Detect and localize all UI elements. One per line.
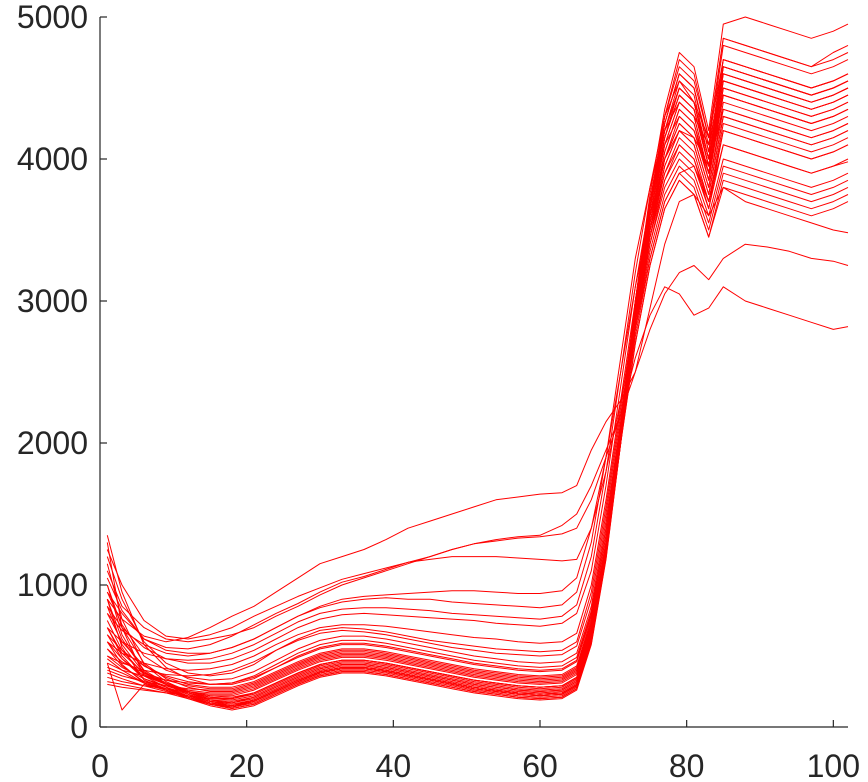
series-line-33 (107, 59, 849, 707)
y-tick-label: 4000 (17, 141, 88, 177)
series-line-22 (106, 115, 849, 698)
series-line-13 (106, 165, 849, 685)
series-line-9 (106, 130, 849, 671)
series-line-7 (106, 59, 849, 661)
series-line-14 (106, 115, 849, 685)
series-line-4 (106, 144, 849, 640)
series-line-38 (106, 66, 849, 711)
y-tick-label: 2000 (17, 425, 88, 461)
y-tick-label: 5000 (17, 0, 88, 35)
series-line-30 (107, 16, 849, 704)
y-tick-label: 1000 (17, 567, 88, 603)
series-line-35 (106, 59, 849, 708)
series-line-11 (107, 144, 849, 677)
series-lines (106, 16, 849, 711)
series-line-12 (106, 158, 849, 681)
x-tick-label: 20 (229, 748, 265, 782)
y-tick-label: 0 (70, 709, 88, 745)
series-line-31 (106, 73, 849, 705)
y-tick-label: 3000 (17, 283, 88, 319)
series-line-3 (106, 186, 849, 643)
series-line-15 (107, 172, 849, 685)
series-line-17 (106, 179, 849, 690)
series-line-2 (106, 286, 849, 650)
plot-area (106, 16, 849, 711)
series-line-29 (106, 87, 849, 704)
series-line-37 (107, 80, 849, 708)
series-line-6 (106, 73, 849, 654)
series-line-26 (106, 87, 849, 701)
x-tick-label: 40 (376, 748, 412, 782)
x-tick-label: 0 (91, 748, 109, 782)
series-line-25 (106, 44, 849, 700)
series-line-28 (106, 37, 849, 702)
series-line-34 (106, 66, 849, 708)
x-tick-label: 60 (522, 748, 558, 782)
series-line-39 (106, 37, 849, 709)
series-line-19 (107, 179, 849, 691)
series-line-8 (106, 94, 849, 664)
series-line-36 (106, 94, 849, 709)
series-line-1 (106, 243, 849, 643)
series-line-32 (106, 80, 849, 707)
x-tick-label: 80 (669, 748, 705, 782)
series-line-16 (106, 123, 849, 688)
series-line-18 (106, 130, 849, 692)
series-line-23 (107, 108, 849, 695)
x-tick-label: 100 (807, 748, 860, 782)
series-line-40 (106, 73, 849, 711)
series-line-10 (106, 101, 849, 677)
